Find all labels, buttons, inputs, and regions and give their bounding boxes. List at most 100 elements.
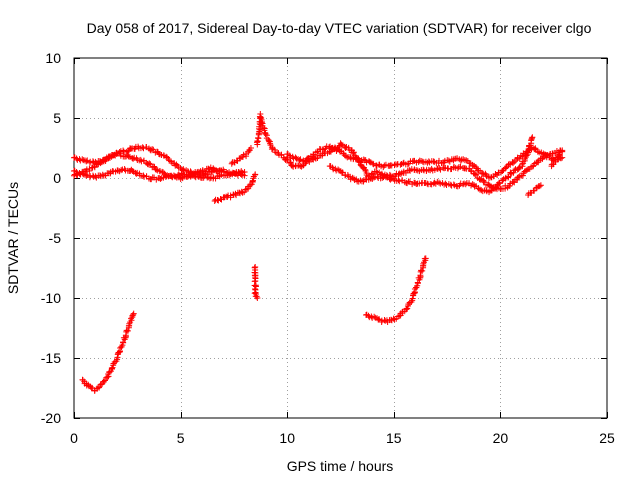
data-point [353,154,360,161]
data-point [519,172,526,179]
data-point [140,172,147,179]
y-tick-label: -10 [41,290,61,306]
data-point [254,138,261,145]
y-tick-label: 10 [45,50,61,66]
x-axis-label: GPS time / hours [287,458,394,474]
y-tick-label: -15 [41,350,61,366]
data-point [452,155,459,162]
data-point [140,145,147,152]
data-point [157,175,164,182]
data-point [473,171,480,178]
data-point [252,171,259,178]
data-point [121,166,128,173]
data-point [130,310,137,317]
data-point [463,157,470,164]
data-point [89,172,96,179]
data-point [124,327,131,334]
data-point [196,169,203,176]
data-point [137,156,144,163]
data-point [422,255,429,262]
series-track-d [211,171,259,204]
data-point [414,282,421,289]
y-axis-label: SDTVAR / TECUs [5,182,21,294]
data-point [369,160,376,167]
x-tick-label: 25 [599,430,615,446]
data-point [430,158,437,165]
data-point [510,160,517,167]
data-point [146,160,153,167]
data-point [539,155,546,162]
data-point [79,156,86,163]
data-point [490,185,497,192]
data-point [96,384,103,391]
data-point [476,186,483,193]
data-point [511,167,518,174]
data-point [387,176,394,183]
y-tick-label: -5 [49,230,62,246]
data-point [241,169,248,175]
data-point [262,131,269,138]
series-track-g [284,140,566,193]
data-point [370,161,377,168]
data-point [255,134,262,141]
data-point [371,313,378,320]
data-point [149,146,156,153]
data-point [130,311,137,318]
data-point [214,197,221,204]
data-point [496,179,503,186]
data-point [395,313,402,320]
data-point [227,192,234,199]
data-point [153,166,160,173]
axis-ticks: 0 5 10 15 20 25 -20 -15 -10 -5 0 5 10 [41,50,615,446]
data-point [515,174,522,181]
data-point [258,119,265,126]
y-tick-label: 5 [53,110,61,126]
data-point [101,377,108,384]
data-point [100,378,107,385]
data-point [129,168,136,175]
series-track-m [363,255,429,326]
data-point [559,154,566,161]
y-tick-label: 0 [53,170,61,186]
data-point [79,170,86,177]
chart-title: Day 058 of 2017, Sidereal Day-to-day VTE… [87,20,592,36]
data-point [303,157,310,164]
data-point [241,189,248,196]
data-point [350,149,357,156]
data-point [73,155,80,162]
data-point [436,179,443,186]
data-point [397,161,404,168]
data-point [537,182,544,189]
data-point [162,173,169,180]
data-point [559,147,566,154]
data-point [97,160,104,167]
data-point [534,148,541,155]
data-point [343,153,350,160]
x-tick-label: 5 [177,430,185,446]
data-point [519,161,526,168]
series-track-k [251,263,261,301]
data-point [128,315,135,322]
x-tick-label: 0 [70,430,78,446]
series-track-i [525,182,544,198]
series-track-h [326,134,536,196]
data-point [338,141,345,148]
series-track-e [228,145,254,167]
data-point [482,170,489,177]
data-point [503,164,510,171]
x-tick-label: 10 [279,430,295,446]
data-point [130,155,137,162]
data-point [257,126,264,133]
data-point [354,155,361,162]
plot-frame [73,57,608,419]
data-point [92,173,99,180]
data-point [115,349,122,356]
grid [74,58,607,418]
data-point [180,171,187,178]
data-point [254,295,261,301]
x-tick-label: 15 [386,430,402,446]
y-tick-label: -20 [41,410,61,426]
data-point [462,181,469,188]
series-track-c [70,166,248,183]
